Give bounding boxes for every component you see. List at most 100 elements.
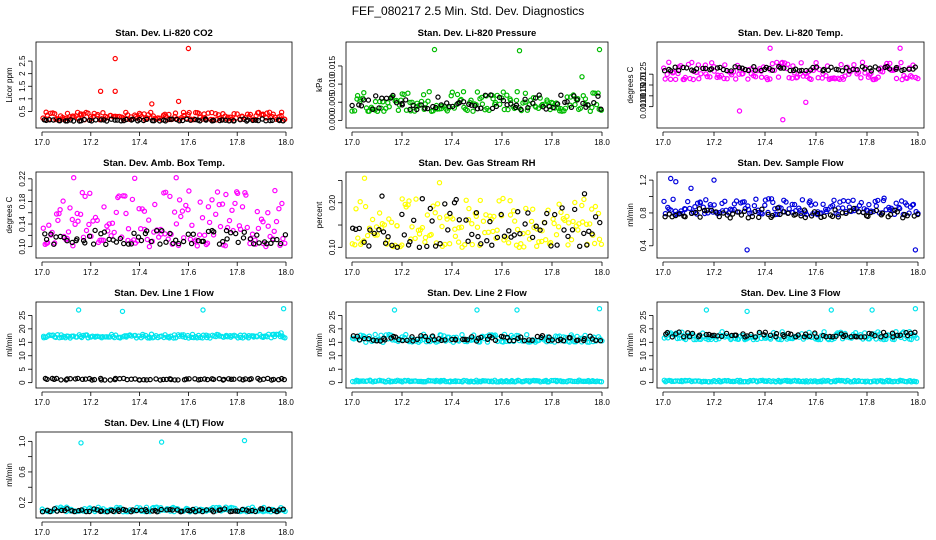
data-point: [232, 508, 239, 514]
y-tick-label: 1: [18, 96, 27, 101]
data-point: [92, 227, 98, 234]
data-point: [706, 379, 712, 385]
data-point: [731, 206, 738, 213]
y-axis-label: ml/min: [626, 203, 635, 227]
data-point: [357, 198, 363, 205]
data-point: [144, 508, 150, 515]
data-point: [484, 237, 490, 244]
data-point: [500, 89, 506, 95]
data-point: [77, 211, 84, 217]
data-point: [219, 117, 225, 123]
x-axis: 17.0 17.2 17.4 17.6 17.8 18.0: [344, 261, 610, 277]
data-point: [103, 118, 110, 124]
data-point: [244, 224, 250, 231]
data-point: [179, 208, 186, 214]
data-point: [504, 92, 510, 98]
x-tick-label: 17.0: [655, 268, 671, 277]
x-tick-label: 17.2: [394, 398, 410, 407]
data-point: [773, 334, 779, 340]
data-point: [116, 508, 122, 515]
data-point: [555, 224, 562, 230]
y-tick-label: 0.2: [18, 496, 27, 508]
data-points: [349, 306, 605, 385]
y-tick-label: 1.2: [639, 174, 648, 186]
data-point: [459, 332, 465, 338]
data-point: [164, 507, 170, 513]
data-point: [530, 94, 537, 101]
data-point: [758, 74, 765, 80]
data-point: [371, 230, 377, 237]
data-point: [478, 241, 484, 247]
data-point: [526, 337, 532, 343]
data-point: [554, 242, 560, 248]
data-point: [745, 76, 751, 82]
data-point: [39, 509, 46, 515]
data-point: [107, 377, 114, 383]
data-point: [89, 377, 95, 383]
outlier-point: [97, 88, 104, 95]
data-point: [571, 93, 577, 99]
data-point: [219, 201, 226, 207]
data-point: [543, 236, 549, 243]
y-tick-label: 15: [328, 337, 337, 346]
data-point: [80, 332, 87, 339]
data-point: [67, 117, 74, 123]
data-point: [277, 240, 284, 247]
data-point: [875, 66, 882, 72]
data-point: [590, 90, 596, 96]
data-point: [553, 231, 560, 238]
data-point: [915, 75, 921, 82]
data-point: [130, 116, 136, 122]
data-point: [253, 117, 259, 123]
data-point: [794, 74, 801, 80]
data-point: [478, 105, 484, 111]
data-point: [380, 229, 387, 235]
data-point: [472, 103, 478, 109]
data-point: [490, 95, 496, 102]
outlier-point: [436, 179, 443, 186]
data-point: [60, 198, 66, 204]
data-point: [445, 227, 451, 233]
data-point: [157, 241, 163, 247]
data-point: [86, 221, 92, 228]
outlier-point: [912, 247, 919, 253]
data-point: [272, 187, 278, 194]
data-point: [280, 118, 286, 124]
data-point: [769, 212, 776, 219]
data-point: [813, 64, 820, 70]
data-point: [718, 72, 725, 79]
data-point: [689, 59, 695, 66]
data-point: [102, 377, 108, 383]
data-point: [901, 66, 907, 73]
data-point: [762, 202, 768, 208]
panel-4: Stan. Dev. Amb. Box Temp.17.0 17.2 17.4 17.…: [5, 158, 294, 277]
data-point: [388, 332, 394, 338]
x-tick-label: 17.8: [229, 268, 245, 277]
x-tick-label: 17.2: [83, 398, 99, 407]
data-point: [356, 102, 362, 108]
data-point: [456, 225, 462, 231]
data-point: [232, 200, 238, 207]
data-point: [86, 233, 93, 239]
data-point: [438, 102, 444, 108]
data-point: [365, 97, 372, 103]
data-point: [201, 376, 208, 382]
data-point: [749, 213, 756, 220]
panel-title: Stan. Dev. Line 4 (LT) Flow: [104, 418, 224, 429]
data-point: [475, 335, 482, 341]
data-point: [779, 59, 785, 66]
data-point: [349, 102, 355, 109]
data-point: [361, 378, 367, 384]
data-point: [598, 241, 605, 247]
outlier-point: [869, 307, 875, 313]
x-tick-label: 17.6: [494, 138, 510, 147]
data-point: [705, 210, 711, 216]
data-point: [515, 208, 521, 215]
y-tick-label: 25: [18, 310, 27, 319]
data-point: [843, 64, 849, 71]
data-point: [144, 236, 150, 243]
outlier-point: [703, 307, 710, 313]
data-point: [225, 376, 232, 382]
